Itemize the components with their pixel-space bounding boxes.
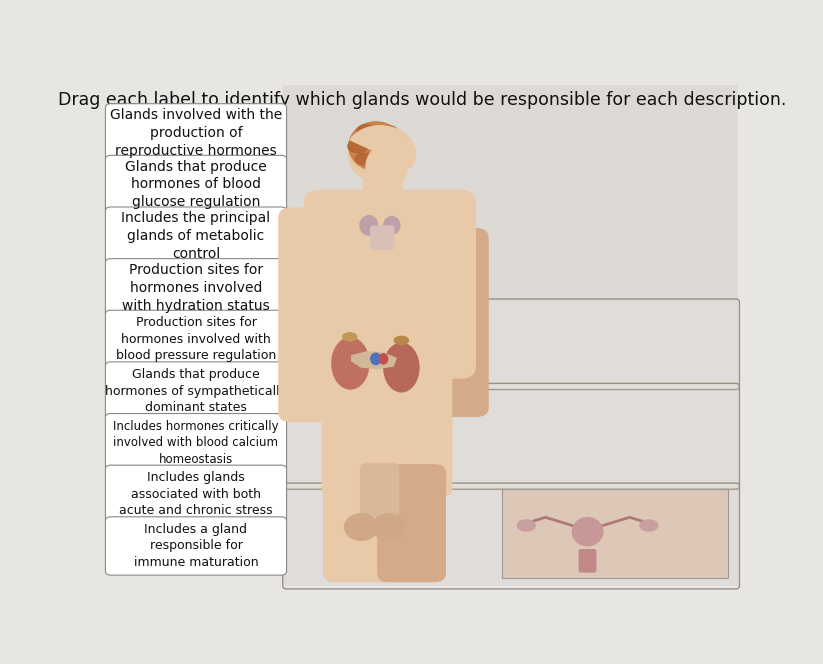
FancyBboxPatch shape (579, 549, 597, 572)
FancyBboxPatch shape (501, 489, 728, 578)
FancyBboxPatch shape (428, 228, 489, 417)
Ellipse shape (379, 152, 396, 163)
FancyBboxPatch shape (105, 259, 286, 317)
Ellipse shape (384, 216, 400, 234)
Ellipse shape (356, 153, 374, 165)
Text: Drag each label to identify which glands would be responsible for each descripti: Drag each label to identify which glands… (58, 91, 786, 109)
Ellipse shape (382, 139, 405, 153)
Ellipse shape (379, 354, 388, 364)
FancyBboxPatch shape (105, 414, 286, 472)
Text: Production sites for
hormones involved with
blood pressure regulation: Production sites for hormones involved w… (116, 317, 277, 363)
FancyBboxPatch shape (283, 85, 737, 586)
FancyBboxPatch shape (105, 155, 286, 214)
FancyBboxPatch shape (105, 465, 286, 523)
Ellipse shape (384, 343, 419, 392)
Text: Includes a gland
responsible for
immune maturation: Includes a gland responsible for immune … (133, 523, 258, 569)
FancyBboxPatch shape (283, 299, 739, 390)
Ellipse shape (342, 333, 356, 341)
FancyBboxPatch shape (105, 517, 286, 575)
Polygon shape (351, 352, 397, 369)
FancyBboxPatch shape (105, 362, 286, 420)
FancyBboxPatch shape (323, 464, 393, 582)
Ellipse shape (360, 216, 378, 235)
Ellipse shape (332, 338, 369, 389)
FancyBboxPatch shape (283, 483, 739, 589)
Circle shape (372, 514, 405, 540)
Ellipse shape (379, 125, 398, 138)
FancyBboxPatch shape (304, 190, 476, 378)
FancyBboxPatch shape (283, 383, 739, 489)
Ellipse shape (348, 124, 412, 183)
Ellipse shape (349, 122, 403, 171)
Text: Production sites for
hormones involved
with hydration status: Production sites for hormones involved w… (122, 263, 270, 313)
FancyBboxPatch shape (105, 104, 286, 162)
Ellipse shape (572, 518, 603, 546)
Text: Glands that produce
hormones of sympathetically
dominant states: Glands that produce hormones of sympathe… (105, 368, 287, 414)
FancyBboxPatch shape (105, 207, 286, 266)
Ellipse shape (518, 520, 535, 531)
Text: Glands that produce
hormones of blood
glucose regulation: Glands that produce hormones of blood gl… (125, 159, 267, 209)
Wedge shape (350, 125, 416, 168)
Ellipse shape (639, 520, 658, 531)
Text: Glands involved with the
production of
reproductive hormones: Glands involved with the production of r… (110, 108, 282, 158)
Ellipse shape (356, 125, 376, 137)
FancyBboxPatch shape (360, 463, 399, 517)
Text: Includes hormones critically
involved with blood calcium
homeostasis: Includes hormones critically involved wi… (114, 420, 279, 465)
Text: Includes the principal
glands of metabolic
control: Includes the principal glands of metabol… (122, 211, 271, 261)
Ellipse shape (366, 145, 407, 189)
FancyBboxPatch shape (377, 464, 446, 582)
FancyBboxPatch shape (105, 310, 286, 369)
FancyBboxPatch shape (278, 207, 341, 422)
FancyBboxPatch shape (322, 343, 453, 497)
Ellipse shape (394, 337, 408, 345)
Circle shape (345, 514, 378, 540)
Text: Includes glands
associated with both
acute and chronic stress: Includes glands associated with both acu… (119, 471, 272, 517)
Ellipse shape (370, 353, 381, 365)
FancyBboxPatch shape (363, 164, 402, 207)
Ellipse shape (348, 139, 368, 153)
FancyBboxPatch shape (370, 225, 394, 250)
